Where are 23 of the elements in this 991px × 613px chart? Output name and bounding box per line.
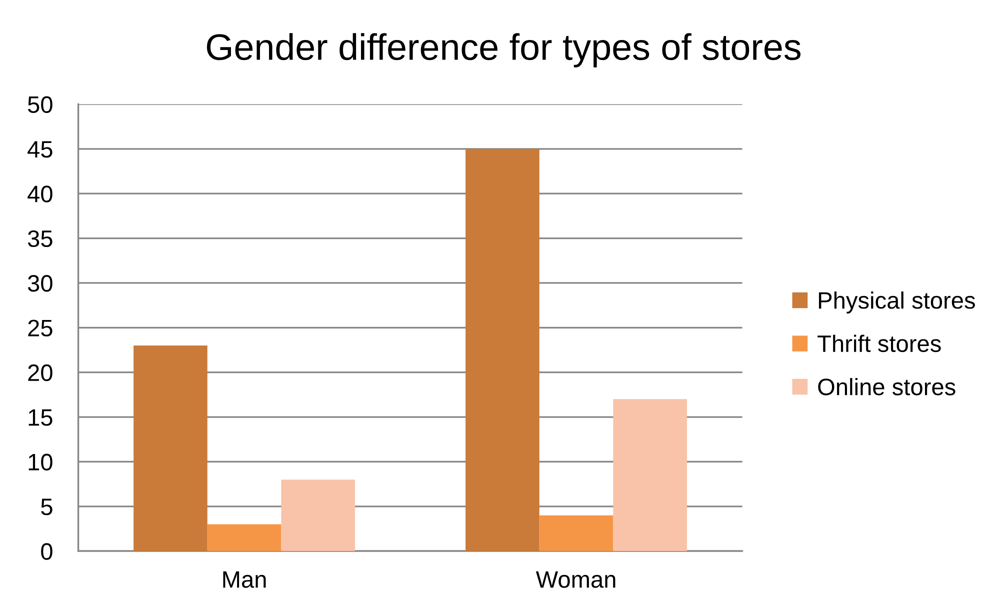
- y-tick-label: 30: [28, 275, 52, 292]
- legend-label: Thrift stores: [818, 334, 941, 352]
- bar: [539, 515, 614, 552]
- y-tick-label: 45: [28, 141, 52, 158]
- y-tick-label: 0: [41, 543, 52, 560]
- y-tick-label: 35: [28, 230, 52, 248]
- y-tick-label: 40: [28, 186, 52, 202]
- bar: [134, 346, 208, 552]
- bar: [466, 148, 540, 552]
- y-tick-label: 50: [28, 96, 52, 113]
- legend-label: Physical stores: [818, 291, 975, 314]
- y-tick-label: 10: [28, 454, 52, 470]
- bar: [207, 524, 282, 552]
- bar: [613, 399, 687, 552]
- bar: [281, 480, 355, 552]
- y-tick-label: 5: [41, 498, 52, 516]
- y-tick-label: 20: [28, 364, 52, 382]
- legend-label: Online stores: [818, 378, 956, 396]
- y-tick-label: 25: [28, 320, 52, 336]
- chart-title: Gender difference for types of stores: [206, 33, 800, 68]
- y-tick-label: 15: [28, 409, 52, 426]
- x-tick-label: Woman: [536, 571, 616, 588]
- x-tick-label: Man: [223, 571, 266, 588]
